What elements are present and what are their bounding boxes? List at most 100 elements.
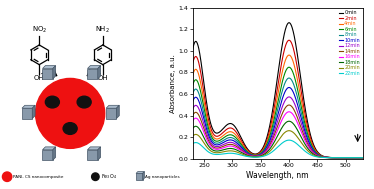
10min [287, 86, 291, 89]
2min [271, 111, 276, 113]
2min [361, 156, 365, 159]
0min [190, 49, 195, 51]
Line: 8min: 8min [193, 78, 363, 158]
6min [272, 117, 277, 119]
2min [357, 156, 361, 159]
20min [292, 132, 297, 135]
Line: 4min: 4min [193, 55, 363, 158]
22min [271, 150, 276, 152]
16min [282, 114, 287, 116]
10min [272, 126, 277, 128]
Polygon shape [98, 147, 101, 160]
Ellipse shape [45, 96, 59, 108]
8min [357, 156, 361, 159]
14min [271, 136, 276, 138]
10min [271, 129, 276, 132]
18min [282, 123, 287, 125]
0min [272, 97, 277, 100]
Circle shape [2, 172, 12, 181]
Line: 12min: 12min [193, 97, 363, 158]
Polygon shape [88, 147, 101, 150]
16min [292, 115, 297, 118]
Polygon shape [106, 105, 119, 108]
22min [292, 141, 297, 143]
8min [287, 77, 291, 79]
Ellipse shape [63, 123, 77, 134]
22min [330, 156, 335, 159]
20min [287, 129, 291, 132]
4min [357, 156, 361, 159]
0min [361, 156, 365, 159]
6min [282, 73, 287, 75]
10min [282, 91, 287, 94]
Text: NO$_2$: NO$_2$ [31, 24, 47, 35]
Text: OH: OH [98, 75, 108, 81]
6min [271, 121, 276, 124]
14min [292, 109, 297, 111]
22min [190, 143, 195, 145]
4min [272, 112, 277, 114]
8min [292, 85, 297, 87]
Polygon shape [22, 108, 32, 119]
Polygon shape [43, 150, 53, 160]
2min [330, 156, 335, 159]
Polygon shape [116, 105, 119, 119]
Polygon shape [53, 147, 56, 160]
14min [330, 156, 335, 159]
6min [357, 156, 361, 159]
16min [271, 139, 276, 141]
10min [357, 156, 361, 159]
4min [330, 156, 335, 159]
0min [330, 156, 335, 159]
0min [271, 104, 276, 106]
20min [282, 132, 287, 134]
Line: 0min: 0min [193, 23, 363, 158]
12min [272, 130, 277, 132]
0min [282, 31, 287, 33]
10min [292, 93, 297, 96]
12min [271, 133, 276, 135]
16min [287, 111, 291, 113]
10min [361, 156, 365, 159]
Polygon shape [136, 174, 142, 180]
Circle shape [36, 78, 105, 148]
Line: 10min: 10min [193, 88, 363, 158]
Polygon shape [53, 66, 56, 79]
16min [272, 136, 277, 139]
6min [361, 156, 365, 159]
Polygon shape [43, 66, 56, 68]
Line: 18min: 18min [193, 121, 363, 158]
0min [357, 156, 361, 159]
12min [330, 156, 335, 159]
0min [292, 35, 297, 37]
Polygon shape [88, 66, 101, 68]
Polygon shape [136, 172, 144, 174]
Polygon shape [32, 105, 35, 119]
20min [330, 156, 335, 159]
10min [190, 100, 195, 103]
Line: 22min: 22min [193, 140, 363, 158]
4min [292, 64, 297, 66]
2min [272, 105, 277, 107]
18min [357, 156, 361, 159]
2min [292, 51, 297, 53]
2min [190, 63, 195, 65]
8min [361, 156, 365, 159]
16min [361, 156, 365, 159]
18min [271, 142, 276, 145]
Y-axis label: Absorbance, a.u.: Absorbance, a.u. [170, 54, 176, 113]
6min [330, 156, 335, 159]
Line: 6min: 6min [193, 67, 363, 158]
0min [287, 22, 291, 24]
8min [330, 156, 335, 159]
Text: Ag nanoparticles: Ag nanoparticles [145, 175, 180, 179]
8min [272, 122, 277, 124]
6min [190, 84, 195, 86]
20min [271, 146, 276, 148]
18min [292, 124, 297, 126]
Legend: 0min, 2min, 4min, 6min, 8min, 10min, 12min, 14min, 16min, 18min, 20min, 22min: 0min, 2min, 4min, 6min, 8min, 10min, 12m… [338, 10, 361, 76]
4min [190, 74, 195, 77]
Text: OH: OH [34, 75, 45, 81]
Text: Fe$_3$O$_4$: Fe$_3$O$_4$ [101, 172, 117, 181]
12min [190, 108, 195, 110]
